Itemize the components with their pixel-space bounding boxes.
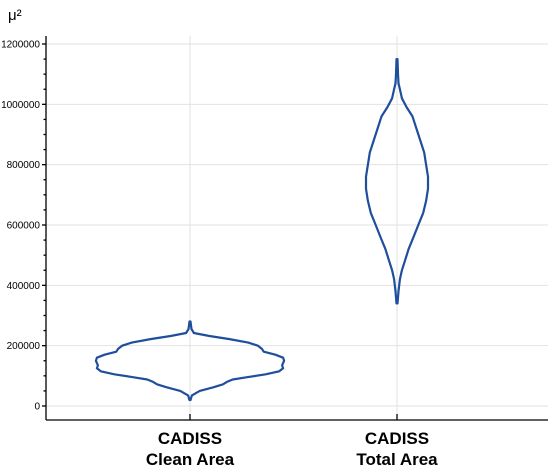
y-tick-label: 1200000 [1,40,40,51]
violin-shape [364,58,430,305]
axis-layer: 0 200000 400000 600000 800000 1000000 1200000 C… [1,36,548,469]
violin-shape [94,320,286,402]
x-category-label-line2: Total Area [356,450,438,469]
violin-layer [94,58,430,402]
y-tick-label: 200000 [7,341,41,352]
y-tick-label: 1000000 [1,100,40,111]
y-tick-label: 600000 [7,221,41,232]
x-category-label-line1: CADISS [365,429,429,448]
grid-layer [46,36,548,420]
y-tick-label: 800000 [7,160,41,171]
x-category-label-line2: Clean Area [146,450,235,469]
y-unit-label: μ² [8,7,22,24]
y-tick-label: 400000 [7,281,41,292]
x-category-label-line1: CADISS [158,429,222,448]
y-tick-label: 0 [34,402,40,413]
